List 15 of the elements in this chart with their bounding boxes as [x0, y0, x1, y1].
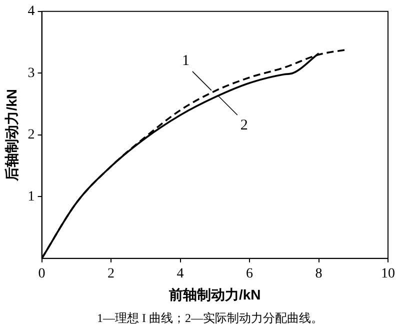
x-tick-label: 6 [246, 266, 254, 282]
annotation: 1 [182, 52, 190, 69]
y-tick-label: 4 [28, 4, 35, 20]
annotation: 2 [240, 117, 248, 134]
x-tick-label: 10 [381, 266, 395, 282]
y-tick-label: 2 [28, 128, 35, 143]
y-tick-label: 1 [28, 189, 35, 204]
x-tick-label: 0 [38, 266, 46, 282]
y-tick-label: 3 [28, 66, 35, 81]
x-axis-title: 前轴制动力/kN [168, 286, 261, 302]
x-tick-label: 2 [108, 266, 115, 282]
y-axis-title: 后轴制动力/kN [3, 89, 20, 182]
x-tick-label: 8 [315, 266, 322, 282]
x-tick-label: 4 [176, 266, 184, 282]
text: 1—理想 I 曲线；2—实际制动力分配曲线。 [96, 310, 324, 327]
